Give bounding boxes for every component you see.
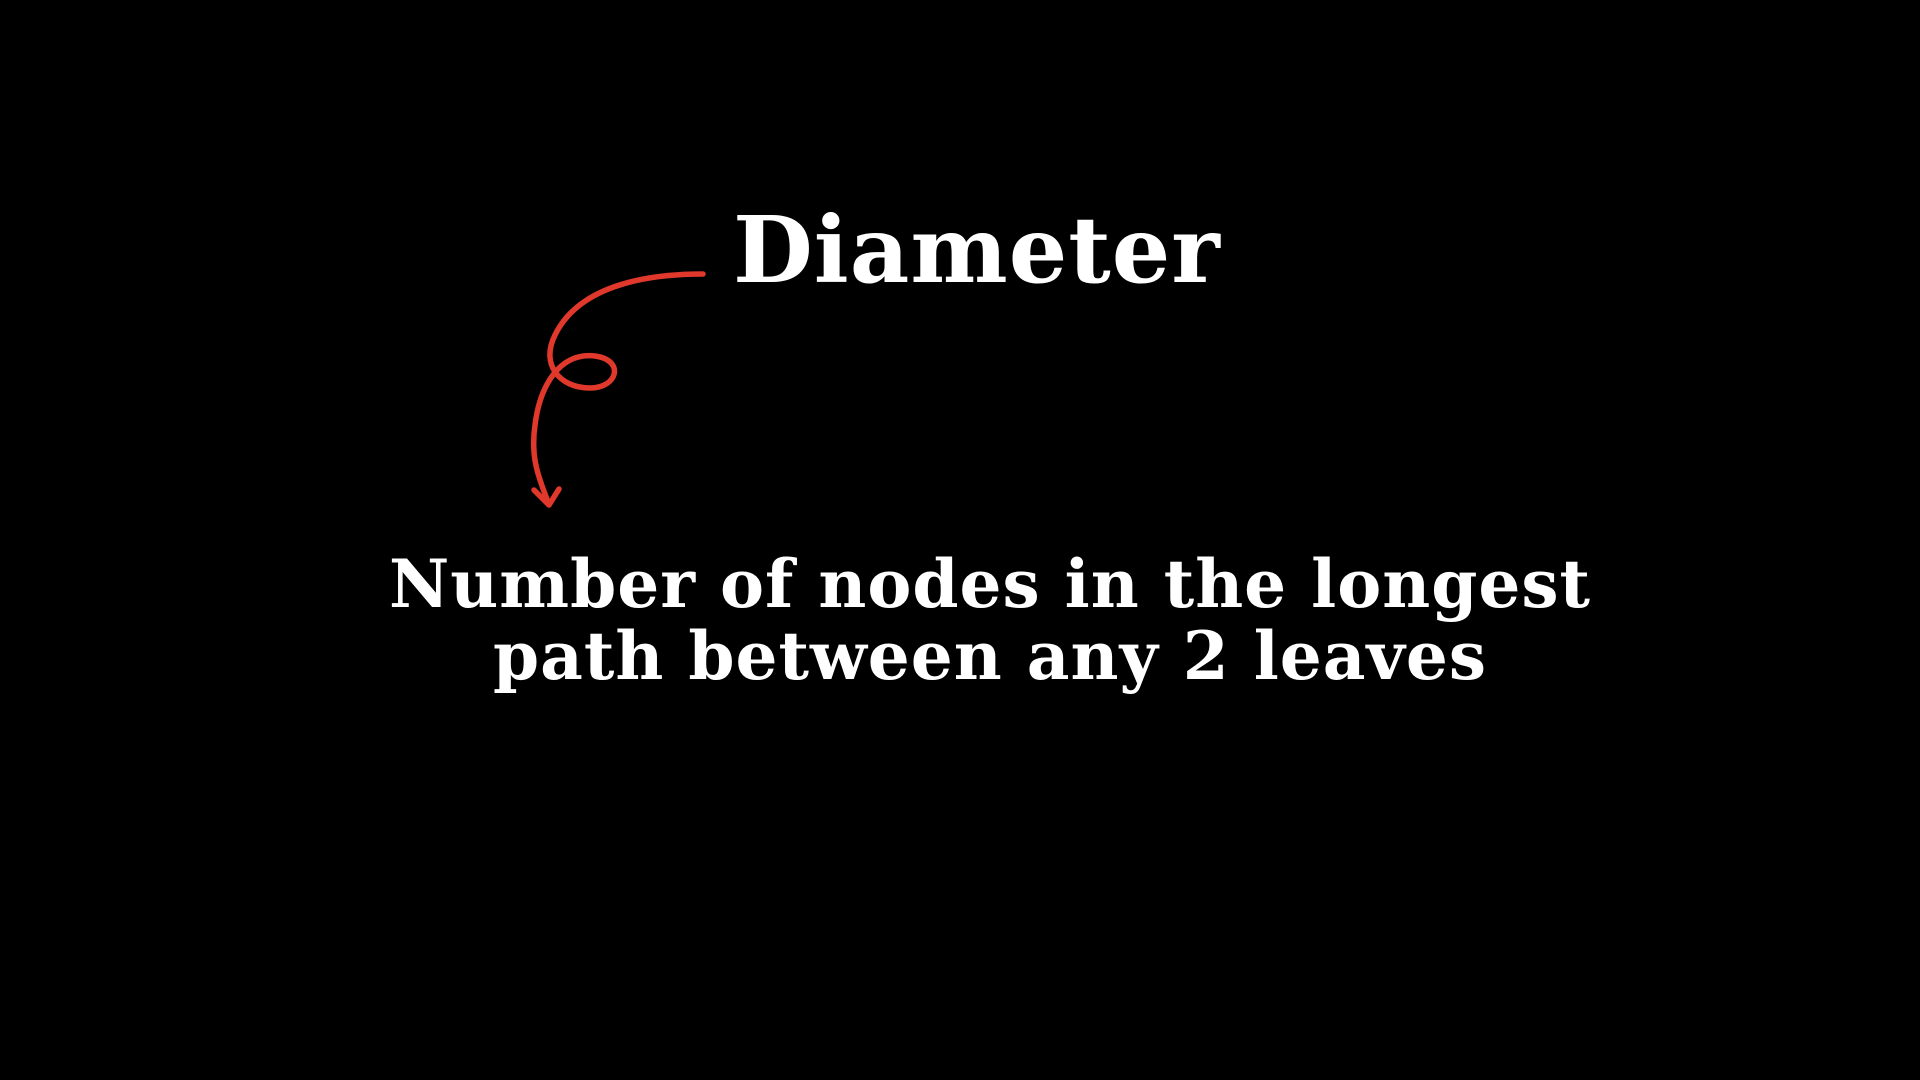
slide-title: Diameter bbox=[733, 196, 1221, 304]
definition-line-2: path between any 2 leaves bbox=[492, 617, 1488, 695]
definition-line-1: Number of nodes in the longest bbox=[388, 545, 1592, 623]
definition-text: Number of nodes in the longest path betw… bbox=[360, 548, 1620, 692]
